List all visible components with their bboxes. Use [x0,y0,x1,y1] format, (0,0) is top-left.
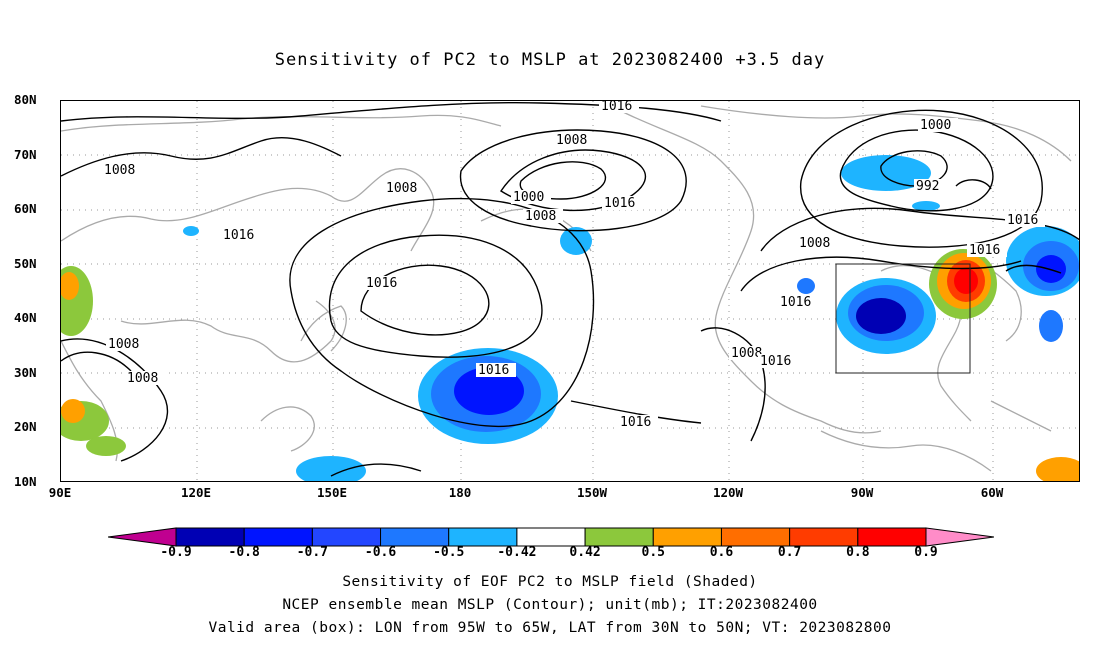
contour-label: 1000 [920,118,951,133]
colorbar-tick-label: 0.5 [641,545,666,560]
map-panel: 1016 1008 1000 992 1008 1008 1000 1008 1… [60,100,1080,482]
colorbar [107,527,995,547]
colorbar-tick-label: 0.9 [914,545,938,560]
contour-label: 1008 [799,236,830,251]
contour-label: 1016 [366,276,397,291]
colorbar-swatch [789,527,859,547]
plot-title: Sensitivity of PC2 to MSLP at 2023082400… [274,50,826,70]
lat-label-30n: 30N [14,365,37,380]
colorbar-swatch [584,527,654,547]
colorbar-tick-label: 0.7 [777,545,802,560]
lon-label-60w: 60W [980,485,1004,500]
gridlines [61,101,1079,481]
contour-label: 1008 [104,163,135,178]
contour-label: 1016 [604,196,635,211]
contour-label: 1008 [127,371,158,386]
contour-label: 1008 [556,133,587,148]
contour-label: 1016 [1007,213,1038,228]
lon-label-150w: 150W [576,485,608,500]
lat-label-50n: 50N [14,256,37,271]
lat-label-60n: 60N [14,201,37,216]
lat-label-80n: 80N [14,92,37,107]
mslp-contours [61,101,1079,477]
contour-label: 1016 [223,228,254,243]
contour-labels: 1016 1008 1000 992 1008 1008 1000 1008 1… [102,101,1045,430]
lon-label-90w: 90W [850,485,874,500]
colorbar-swatch [652,527,722,547]
colorbar-swatch [175,527,245,547]
caption-contour: NCEP ensemble mean MSLP (Contour); unit(… [282,597,818,613]
valid-area-box [835,263,971,374]
lat-label-10n: 10N [14,474,37,489]
colorbar-svg [107,527,995,547]
colorbar-swatch [857,527,927,547]
contour-label: 1000 [513,190,544,205]
colorbar-swatch [448,527,518,547]
lat-label-70n: 70N [14,147,37,162]
map-canvas: 1016 1008 1000 992 1008 1008 1000 1008 1… [61,101,1079,481]
lon-label-120w: 120W [712,485,744,500]
colorbar-swatch [516,527,586,547]
colorbar-tick-label: -0.42 [497,545,537,560]
colorbar-swatch [380,527,450,547]
contour-label: 1016 [620,415,651,430]
colorbar-tick-label: -0.6 [364,545,397,560]
colorbar-tick-label: -0.8 [228,545,260,560]
contour-label: 1016 [969,243,1000,258]
shading [61,155,1079,481]
contour-label: 1008 [525,209,556,224]
caption-valid-area: Valid area (box): LON from 95W to 65W, L… [208,620,892,636]
colorbar-tick-label: 0.8 [846,545,870,560]
colorbar-tick-label: 0.42 [569,545,601,560]
lon-label-150e: 150E [316,485,348,500]
colorbar-tick-label: -0.5 [433,545,465,560]
colorbar-swatch [243,527,313,547]
colorbar-tick-label: 0.6 [709,545,734,560]
contour-label: 1008 [731,346,762,361]
colorbar-tick-label: -0.9 [160,545,192,560]
colorbar-swatch [925,527,995,547]
lon-label-90e: 90E [48,485,72,500]
caption-shaded: Sensitivity of EOF PC2 to MSLP field (Sh… [342,574,758,590]
colorbar-swatch [720,527,791,547]
contour-label: 1008 [108,337,139,352]
colorbar-tick-label: -0.7 [296,545,329,560]
contour-label: 1016 [780,295,811,310]
contour-label: 1016 [601,101,632,114]
contour-label: 1008 [386,181,417,196]
colorbar-swatch [107,527,177,547]
contour-label: 1016 [760,354,791,369]
lat-label-20n: 20N [14,419,37,434]
colorbar-swatch [311,527,382,547]
contour-label: 992 [916,179,939,194]
lon-label-120e: 120E [180,485,212,500]
lon-label-180: 180 [448,485,472,500]
lat-label-40n: 40N [14,310,37,325]
contour-label: 1016 [478,363,509,378]
